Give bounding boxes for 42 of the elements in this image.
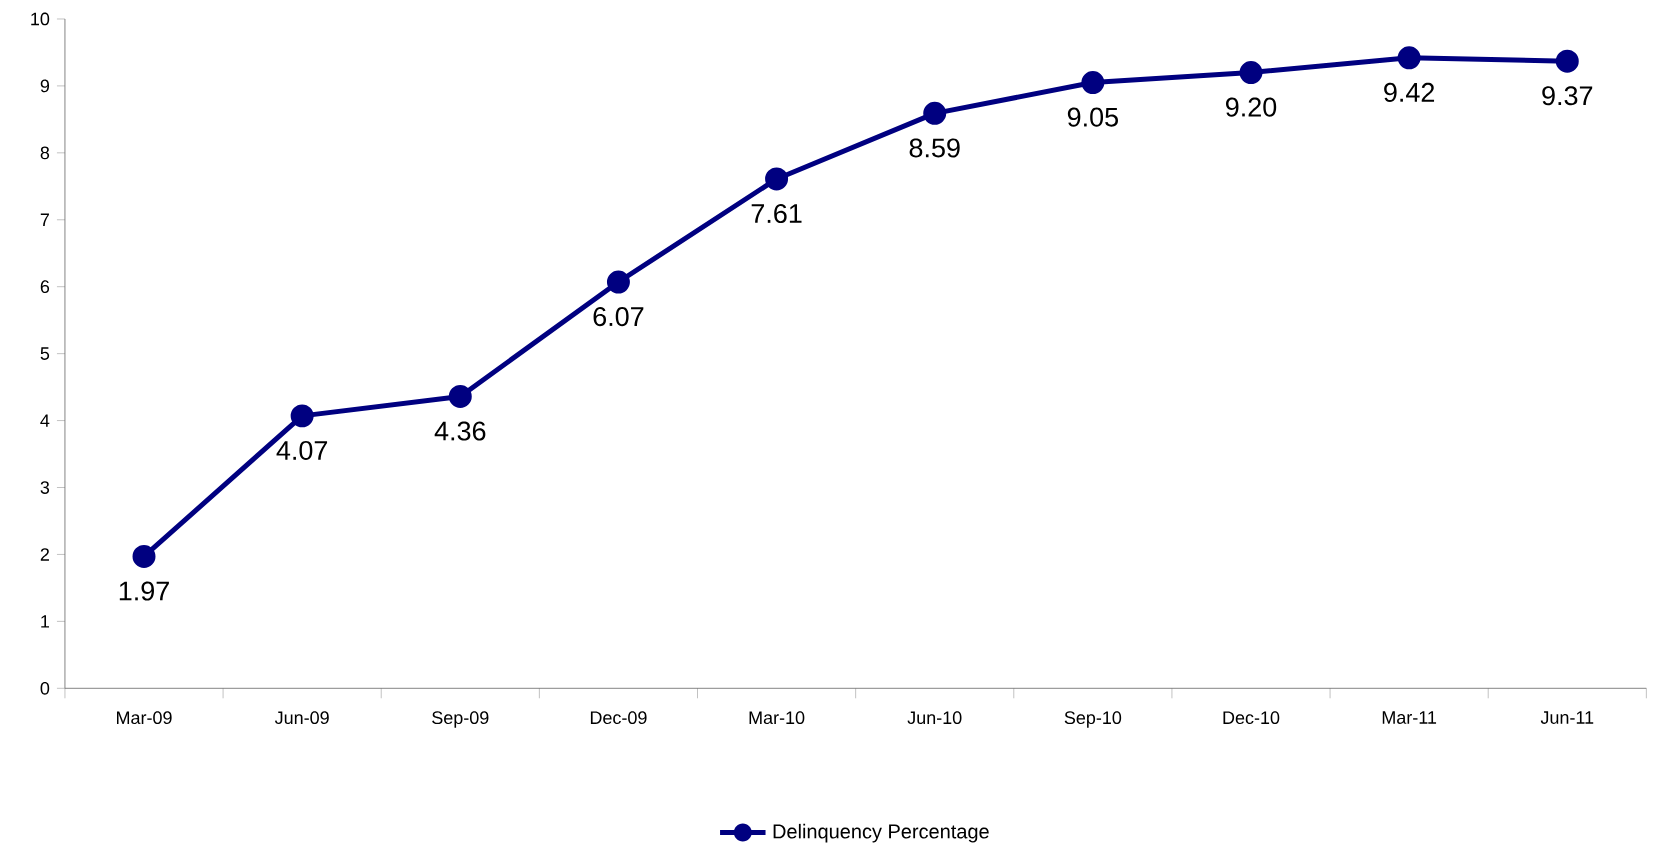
data-label: 9.42 bbox=[1384, 82, 1435, 102]
point bbox=[1239, 60, 1263, 84]
x-tick-label: Jun-10 bbox=[907, 711, 962, 724]
x-tick-label: Dec-10 bbox=[1223, 711, 1280, 724]
point bbox=[448, 384, 472, 408]
x-tick-label: Mar-11 bbox=[1382, 711, 1437, 724]
point bbox=[1397, 46, 1421, 70]
x-tick-label: Sep-09 bbox=[432, 711, 489, 728]
data-label: 9.37 bbox=[1542, 86, 1593, 106]
y-tick-label: 1 bbox=[41, 615, 49, 628]
data-label: 4.07 bbox=[276, 440, 328, 460]
point bbox=[765, 167, 789, 191]
data-label: 6.07 bbox=[593, 306, 644, 326]
y-tick-label: 3 bbox=[40, 480, 50, 494]
point bbox=[1081, 70, 1105, 94]
data-label: 8.59 bbox=[909, 138, 960, 158]
x-tick-label: Mar-09 bbox=[117, 711, 172, 724]
y-tick-label: 5 bbox=[40, 347, 50, 360]
data-label: 9.20 bbox=[1226, 97, 1277, 117]
data-label: 7.61 bbox=[751, 203, 802, 223]
legend-label: Delinquency Percentage bbox=[773, 823, 989, 843]
data-label: 4.36 bbox=[434, 421, 486, 441]
point bbox=[923, 101, 947, 125]
data-label: 1.97 bbox=[119, 581, 169, 601]
y-tick-label: 2 bbox=[40, 547, 49, 561]
y-tick-label: 6 bbox=[40, 280, 50, 293]
x-tick-label: Sep-10 bbox=[1064, 711, 1122, 728]
point bbox=[290, 404, 314, 428]
y-tick-label: 8 bbox=[40, 146, 50, 160]
point bbox=[606, 270, 630, 294]
y-tick-label: 9 bbox=[40, 79, 50, 93]
x-tick-label: Dec-09 bbox=[590, 711, 647, 724]
x-tick-label: Jun-11 bbox=[1540, 711, 1594, 724]
point bbox=[1555, 49, 1579, 73]
y-tick-label: 7 bbox=[40, 213, 49, 226]
x-tick-label: Mar-10 bbox=[749, 711, 805, 724]
x-tick-label: Jun-09 bbox=[274, 711, 329, 724]
point bbox=[132, 544, 156, 568]
y-tick-label: 10 bbox=[31, 12, 50, 26]
data-label: 9.05 bbox=[1067, 107, 1118, 127]
y-tick-label: 0 bbox=[40, 681, 50, 695]
y-tick-label: 4 bbox=[40, 414, 50, 427]
